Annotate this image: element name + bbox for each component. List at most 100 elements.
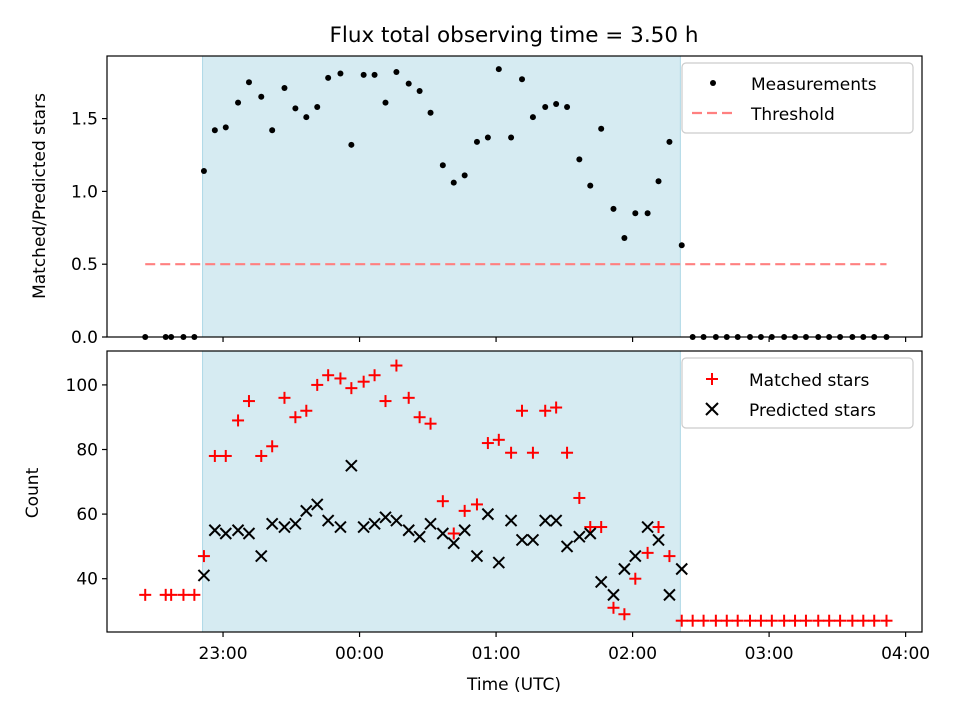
matched-star-point xyxy=(219,449,232,462)
matched-star-point xyxy=(720,614,733,627)
matched-star-point xyxy=(812,614,825,627)
measurement-point xyxy=(360,71,367,78)
predicted-star-point xyxy=(560,540,574,553)
predicted-star-point xyxy=(402,524,415,537)
chart-title: Flux total observing time = 3.50 h xyxy=(330,23,699,48)
measurement-point xyxy=(473,138,480,145)
predicted-star-point xyxy=(321,514,335,527)
matched-star-point xyxy=(447,527,460,540)
matched-star-point xyxy=(242,395,255,408)
measurement-points xyxy=(142,66,890,340)
matched-star-point xyxy=(345,382,358,395)
matched-star-point xyxy=(436,495,449,508)
predicted-star-point xyxy=(413,530,426,543)
predicted-star-point xyxy=(231,524,245,537)
measurement-point xyxy=(211,127,218,134)
measurement-point xyxy=(529,114,536,121)
bottom-y-ticks: 40 60 80 100 xyxy=(66,376,107,590)
matched-star-point xyxy=(177,588,190,601)
bottom-x-ticks: 23:00 00:00 01:00 02:00 03:00 04:00 xyxy=(199,632,930,664)
matched-star-point xyxy=(584,521,597,534)
bottom-y-axis-label: Count xyxy=(23,467,43,518)
measurement-point xyxy=(337,70,344,77)
measurement-point xyxy=(495,66,502,73)
measurement-point xyxy=(439,162,446,169)
matched-star-point xyxy=(675,614,688,627)
measurement-point xyxy=(405,80,412,87)
predicted-star-point xyxy=(208,524,222,537)
matched-star-point xyxy=(652,521,665,534)
x-tick-label: 23:00 xyxy=(199,644,248,664)
predicted-star-point xyxy=(197,569,211,582)
predicted-star-point xyxy=(526,533,540,547)
predicted-star-point xyxy=(618,562,631,576)
y-tick-label: 1.5 xyxy=(71,110,98,130)
predicted-star-point xyxy=(584,527,597,540)
matched-star-point xyxy=(823,614,836,627)
measurement-point xyxy=(564,103,571,110)
matched-star-point xyxy=(789,614,802,627)
y-tick-label: 80 xyxy=(76,441,98,461)
predicted-star-point xyxy=(492,556,506,569)
matched-star-point xyxy=(208,449,221,462)
measurement-point xyxy=(258,93,265,100)
legend-marker-predicted xyxy=(705,402,719,416)
matched-star-point xyxy=(334,372,347,385)
top-observing-span xyxy=(202,55,681,338)
predicted-star-point xyxy=(255,549,268,563)
legend-marker-measurements xyxy=(710,80,716,86)
x-tick-label: 03:00 xyxy=(745,644,794,664)
y-tick-label: 60 xyxy=(76,505,98,525)
predicted-star-point xyxy=(219,527,232,540)
matched-star-point xyxy=(641,546,654,559)
predicted-star-point xyxy=(424,517,437,531)
matched-star-point xyxy=(266,440,279,453)
matched-star-point xyxy=(278,391,291,404)
predicted-star-point xyxy=(334,520,347,534)
legend-label-matched: Matched stars xyxy=(749,371,869,391)
predicted-star-point xyxy=(300,504,313,518)
matched-star-point xyxy=(526,446,539,459)
measurement-point xyxy=(632,210,639,217)
predicted-star-point xyxy=(573,530,586,543)
matched-star-point xyxy=(539,404,552,417)
predicted-star-point xyxy=(311,498,324,511)
top-y-ticks: 0.0 0.5 1.0 1.5 xyxy=(71,110,107,348)
matched-star-point xyxy=(550,401,563,414)
matched-star-point xyxy=(846,614,859,627)
measurement-point xyxy=(519,76,526,83)
matched-star-point xyxy=(289,411,302,424)
matched-star-point xyxy=(188,588,201,601)
matched-star-point xyxy=(697,614,710,627)
matched-star-point xyxy=(618,608,631,621)
predicted-star-point xyxy=(629,549,642,563)
measurement-point xyxy=(303,114,310,121)
top-x-ticks xyxy=(222,337,907,342)
predicted-star-point xyxy=(458,524,471,537)
measurement-point xyxy=(484,134,491,141)
measurement-point xyxy=(655,178,662,185)
measurement-point xyxy=(269,127,276,134)
matched-star-point xyxy=(255,449,268,462)
matched-star-point xyxy=(413,411,426,424)
measurement-point xyxy=(427,109,434,116)
measurement-point xyxy=(542,103,549,110)
predicted-star-point xyxy=(368,517,381,531)
y-tick-label: 0.5 xyxy=(71,255,98,275)
matched-star-point xyxy=(311,378,324,391)
predicted-star-point xyxy=(242,527,256,540)
x-axis-label: Time (UTC) xyxy=(466,675,561,695)
measurement-point xyxy=(292,105,299,112)
matched-star-point xyxy=(492,433,505,446)
measurement-point xyxy=(393,69,400,76)
measurement-point xyxy=(576,156,583,163)
measurement-point xyxy=(382,99,389,106)
y-tick-label: 1.0 xyxy=(71,182,98,202)
measurement-point xyxy=(416,87,423,94)
matched-star-point xyxy=(505,446,518,459)
matched-star-point xyxy=(834,614,847,627)
measurement-point xyxy=(553,101,560,108)
x-tick-label: 01:00 xyxy=(472,644,521,664)
predicted-star-point xyxy=(379,511,392,524)
